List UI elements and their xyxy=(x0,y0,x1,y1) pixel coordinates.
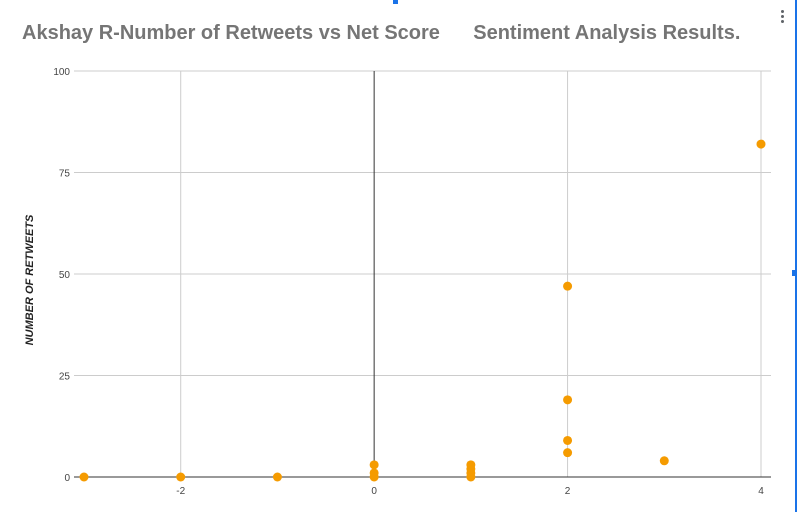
data-point xyxy=(466,460,476,470)
data-point xyxy=(369,460,379,470)
y-tick-label: 25 xyxy=(59,372,71,383)
chart-title: Akshay R-Number of Retweets vs Net Score… xyxy=(22,22,741,44)
data-point xyxy=(563,395,573,405)
y-tick-label: 75 xyxy=(59,169,71,180)
y-tick-label: 100 xyxy=(53,67,70,78)
data-point xyxy=(756,139,766,149)
x-tick-label: 2 xyxy=(565,486,571,497)
x-tick-label: 4 xyxy=(758,486,764,497)
selection-handle-right[interactable] xyxy=(792,270,797,276)
data-point xyxy=(176,472,186,482)
data-point xyxy=(272,472,282,482)
selection-border-right xyxy=(795,0,797,512)
data-point xyxy=(659,456,669,466)
data-point xyxy=(563,448,573,458)
more-vertical-icon[interactable] xyxy=(781,8,787,28)
data-point xyxy=(79,472,89,482)
x-tick-label: -2 xyxy=(176,486,185,497)
y-tick-label: 0 xyxy=(64,473,70,484)
data-point xyxy=(563,281,573,291)
y-axis-title: NUMBER OF RETWEETS xyxy=(24,214,36,345)
y-tick-label: 50 xyxy=(59,270,71,281)
selection-handle-top[interactable] xyxy=(393,0,398,4)
x-tick-label: 0 xyxy=(371,486,377,497)
data-point xyxy=(563,435,573,445)
data-point xyxy=(369,468,379,478)
